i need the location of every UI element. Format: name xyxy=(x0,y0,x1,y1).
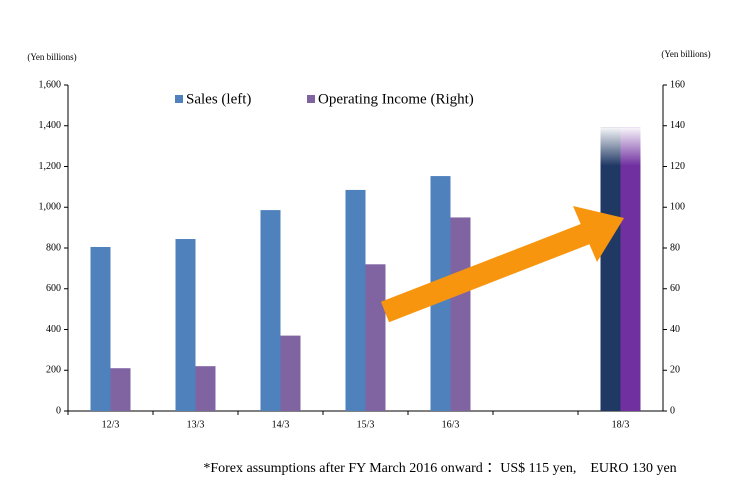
y-tick-label: 200 xyxy=(46,365,61,376)
y-tick-label: 0 xyxy=(56,405,61,416)
bar xyxy=(365,264,386,411)
y2-tick-label: 100 xyxy=(670,202,685,213)
y-tick-label: 1,400 xyxy=(39,120,62,131)
x-tick-label: 12/3 xyxy=(102,419,120,430)
bar xyxy=(260,210,281,411)
y2-tick-label: 140 xyxy=(670,120,685,131)
y-tick-label: 1,600 xyxy=(39,79,62,90)
y2-tick-label: 20 xyxy=(670,365,680,376)
projection-fade xyxy=(620,127,641,166)
bar xyxy=(110,368,131,411)
x-tick-label: 16/3 xyxy=(442,419,460,430)
bar xyxy=(620,127,641,411)
legend-swatch xyxy=(307,95,315,103)
bar xyxy=(600,127,621,411)
y2-tick-label: 80 xyxy=(670,242,680,253)
y-axis-label: (Yen billions) xyxy=(27,52,76,62)
y-tick-label: 1,200 xyxy=(39,161,62,172)
y-tick-label: 600 xyxy=(46,283,61,294)
bar xyxy=(280,335,301,411)
y2-tick-label: 160 xyxy=(670,79,685,90)
bar xyxy=(195,366,216,411)
x-tick-label: 13/3 xyxy=(187,419,205,430)
bar xyxy=(450,217,471,411)
legend-label: Sales (left) xyxy=(186,91,251,107)
footnote: *Forex assumptions after FY March 2016 o… xyxy=(203,461,676,476)
bar xyxy=(345,189,366,411)
y2-tick-label: 40 xyxy=(670,324,680,335)
y2-tick-label: 120 xyxy=(670,161,685,172)
x-tick-label: 18/3 xyxy=(612,419,630,430)
y-tick-label: 800 xyxy=(46,242,61,253)
y2-tick-label: 0 xyxy=(670,405,675,416)
bar xyxy=(90,246,111,411)
trend-arrow xyxy=(381,206,624,323)
x-tick-label: 15/3 xyxy=(357,419,375,430)
y2-axis-label: (Yen billions) xyxy=(661,49,710,59)
y-tick-label: 400 xyxy=(46,324,61,335)
arrow-shaft xyxy=(381,222,592,323)
bar xyxy=(175,239,196,411)
y2-tick-label: 60 xyxy=(670,283,680,294)
projection-fade xyxy=(600,127,621,166)
legend-label: Operating Income (Right) xyxy=(318,91,474,107)
x-tick-label: 14/3 xyxy=(272,419,290,430)
y-tick-label: 1,000 xyxy=(39,202,62,213)
arrow-head xyxy=(573,206,624,262)
legend-swatch xyxy=(175,95,183,103)
